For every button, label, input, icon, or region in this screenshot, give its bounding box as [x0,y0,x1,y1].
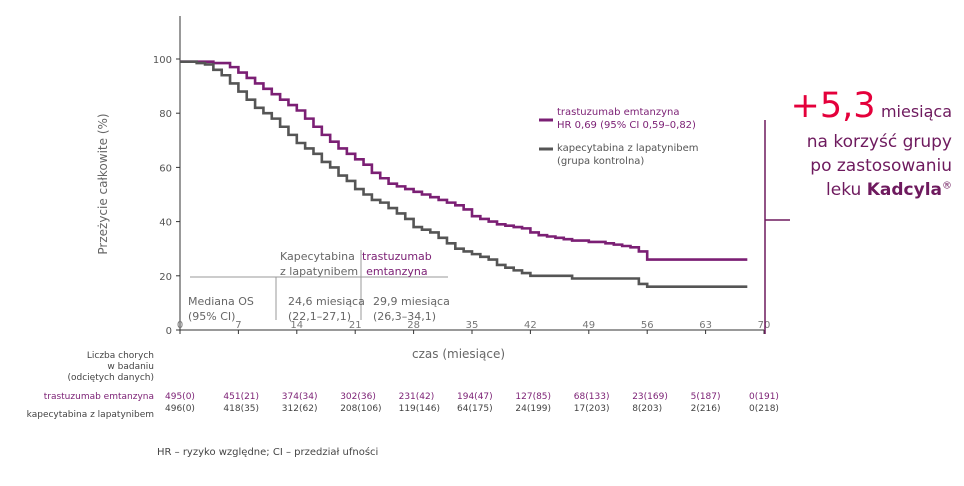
benefit-registered-mark: ® [942,180,952,192]
risk-title-2: w badaniu [107,362,154,372]
x-tick-label: 70 [758,320,771,331]
risk-value: 208(106) [340,404,382,414]
median-row-label: Mediana OS (95% CI) [188,294,254,324]
x-axis-label: czas (miesiące) [412,347,506,361]
median-col1-value: 24,6 miesiąca (22,1–27,1) [288,294,365,324]
risk-table-title: Liczba chorych w badaniu (odciętych dany… [67,351,154,384]
median-col2-value-1: 29,9 miesiąca [373,295,450,308]
risk-value: 312(62) [281,404,318,414]
legend-tdm1-line1: trastuzumab emtanzyna [557,107,680,118]
median-col2-value: 29,9 miesiąca (26,3–34,1) [373,294,450,324]
x-tick-label: 35 [466,320,479,331]
survival-curve-tdm1 [180,60,748,261]
median-col2-header-2: emtanzyna [366,265,428,278]
median-col1-header-2: z lapatynibem [280,265,359,278]
risk-value: 451(21) [223,392,260,402]
risk-value: 24(199) [515,404,552,414]
median-col1-value-1: 24,6 miesiąca [288,295,365,308]
legend-item-tdm1: trastuzumab emtanzyna HR 0,69 (95% CI 0,… [557,106,696,132]
chart-decorations [190,118,790,334]
risk-value: 2(216) [690,404,721,414]
survival-curve-control [180,60,748,288]
risk-value: 17(203) [573,404,610,414]
risk-value: 8(203) [632,404,663,414]
benefit-line-4: leku Kadcyla® [826,180,952,200]
risk-value: 64(175) [457,404,493,414]
x-tick-label: 63 [699,320,712,331]
median-col1-value-2: (22,1–27,1) [288,310,352,323]
legend-control-line2: (grupa kontrolna) [557,156,645,167]
risk-value: 302(36) [340,392,376,402]
risk-value: 0(191) [749,392,779,402]
footnote: HR – ryzyko względne; CI – przedział ufn… [157,447,379,458]
risk-value: 496(0) [165,404,195,414]
benefit-line-4-pre: leku [826,180,867,200]
x-tick-label: 49 [582,320,595,331]
median-col1-header: Kapecytabina z lapatynibem [280,249,358,279]
risk-value: 194(47) [457,392,493,402]
benefit-callout: +5,3 miesiąca na korzyść grupy po zastos… [752,86,952,216]
survival-curves [180,60,748,288]
y-tick-label: 0 [166,326,172,337]
legend-control-line1: kapecytabina z lapatynibem [557,143,699,154]
chart-axes [179,16,764,331]
x-tick-label: 56 [641,320,654,331]
benefit-unit: miesiąca [880,102,952,121]
median-col2-header-1: trastuzumab [362,250,432,263]
risk-value: 495(0) [165,392,195,402]
y-axis-label: Przeżycie całkowite (%) [96,113,110,255]
median-label-1: Mediana OS [188,295,254,308]
legend-item-control: kapecytabina z lapatynibem (grupa kontro… [557,142,698,168]
risk-value: 5(187) [690,392,721,402]
x-tick-label: 7 [235,320,241,331]
x-tick-label: 42 [524,320,537,331]
benefit-headline: +5,3 miesiąca [791,86,952,126]
x-tick-label: 21 [349,320,362,331]
y-tick-label: 20 [159,272,172,283]
y-tick-label: 80 [159,109,172,120]
legend-tdm1-line2: HR 0,69 (95% CI 0,59–0,82) [557,120,696,131]
risk-value: 68(133) [573,392,610,402]
benefit-drug-name: Kadcyla [866,180,942,200]
risk-value: 418(35) [223,404,260,414]
median-label-2: (95% CI) [188,310,236,323]
benefit-line-3: po zastosowaniu [810,156,952,176]
x-tick-label: 0 [177,320,183,331]
benefit-line-2: na korzyść grupy [806,132,952,152]
y-tick-label: 100 [153,55,172,66]
median-col2-header: trastuzumab emtanzyna [362,249,432,279]
risk-value: 374(34) [281,392,318,402]
x-tick-label: 14 [290,320,303,331]
x-tick-label: 28 [407,320,420,331]
median-col2-value-2: (26,3–34,1) [373,310,437,323]
risk-value: 231(42) [398,392,435,402]
risk-value: 0(218) [749,404,779,414]
risk-title-1: Liczba chorych [86,351,154,361]
risk-value: 23(169) [632,392,668,402]
risk-row-label-tdm1: trastuzumab emtanzyna [43,392,154,402]
risk-value: 127(85) [515,392,552,402]
y-tick-label: 60 [159,163,172,174]
axis-ticks: 0 20 40 60 80 100 0 7 14 21 28 35 42 49 56 63 70 [153,55,770,337]
risk-title-3: (odciętych danych) [67,373,154,383]
risk-value: 119(146) [398,404,440,414]
y-tick-label: 40 [159,218,172,229]
benefit-value: +5,3 [790,86,876,126]
risk-row-label-control: kapecytabina z lapatynibem [26,410,154,420]
median-col1-header-1: Kapecytabina [280,250,355,263]
